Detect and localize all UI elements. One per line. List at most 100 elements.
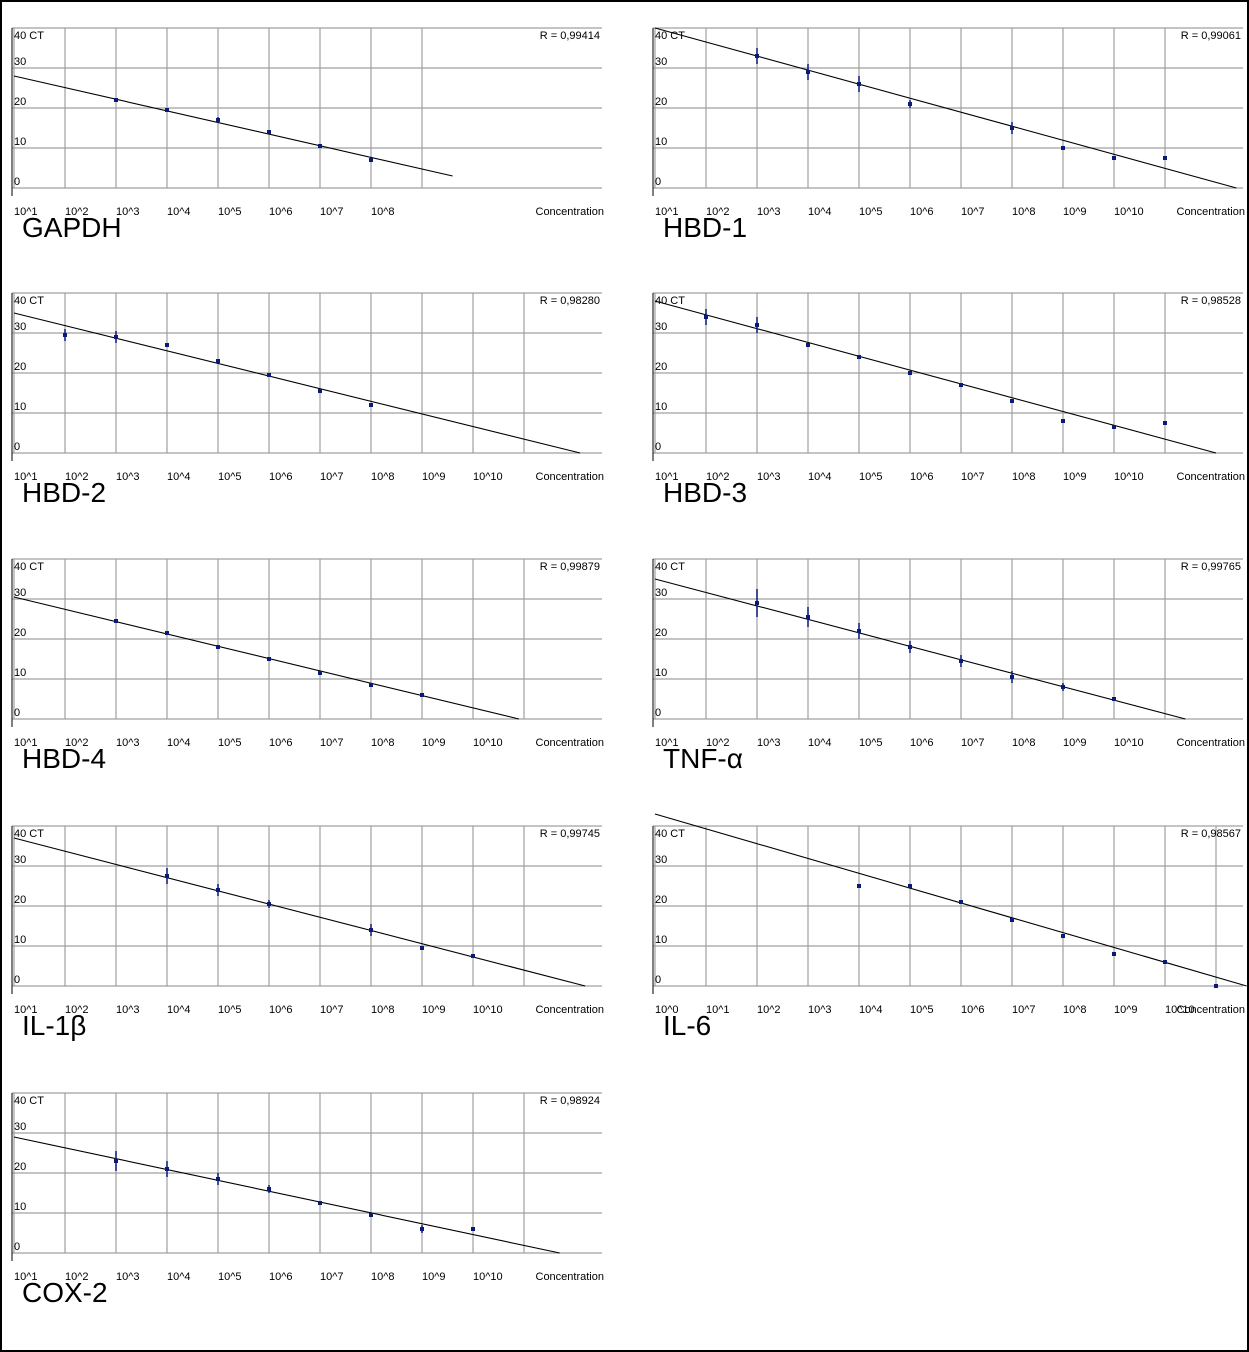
chart-svg: 0 10 20 30 40 CT R = 0,99414 10^1 10^2 10^3 10^4 1… <box>11 27 604 218</box>
data-point <box>216 888 220 892</box>
x-tick-label: 10^10 <box>1114 471 1144 483</box>
data-point <box>1112 425 1116 429</box>
correlation-label: R = 0,99765 <box>1181 561 1241 573</box>
x-tick-label: 10^7 <box>320 1004 344 1016</box>
data-point <box>1061 685 1065 689</box>
chart-svg: 0 10 20 30 40 CT R = 0,98924 10^1 10^2 10^3 10^4 1… <box>11 1092 605 1283</box>
regression-line <box>654 813 1247 987</box>
y-tick-label: 20 <box>14 96 26 108</box>
x-tick-label: 10^5 <box>859 471 883 483</box>
data-point <box>318 1201 322 1205</box>
x-axis-label: Concentration <box>536 1271 605 1283</box>
chart-panel: 0 10 20 30 40 CT R = 0,98280 10^1 10^2 10^3 10^4 1… <box>11 292 642 523</box>
x-tick-label: 10^6 <box>910 737 934 749</box>
x-tick-label: 10^7 <box>320 1271 344 1283</box>
data-point <box>908 645 912 649</box>
x-tick-label: 10^7 <box>961 737 985 749</box>
y-axis-label: 40 CT <box>14 1095 44 1107</box>
data-point <box>959 900 963 904</box>
data-point <box>755 323 759 327</box>
x-tick-label: 10^1 <box>14 471 38 483</box>
x-tick-label: 10^4 <box>808 471 832 483</box>
data-point <box>1010 675 1014 679</box>
data-point <box>114 98 118 102</box>
x-tick-label: 10^3 <box>116 206 140 218</box>
data-point <box>806 615 810 619</box>
data-point <box>114 619 118 623</box>
x-tick-label: 10^10 <box>473 737 503 749</box>
chart-svg: 0 10 20 30 40 CT R = 0,98280 10^1 10^2 10^3 10^4 1… <box>11 292 604 483</box>
data-point <box>1010 126 1014 130</box>
data-point <box>1163 156 1167 160</box>
y-tick-label: 0 <box>655 707 661 719</box>
x-tick-label: 10^6 <box>269 206 293 218</box>
x-tick-label: 10^6 <box>269 737 293 749</box>
x-tick-label: 10^2 <box>757 1004 781 1016</box>
x-tick-label: 10^7 <box>320 206 344 218</box>
data-point <box>420 1227 424 1231</box>
correlation-label: R = 0,98280 <box>540 295 600 307</box>
x-tick-label: 10^4 <box>167 737 191 749</box>
x-tick-label: 10^5 <box>218 1271 242 1283</box>
x-tick-label: 10^9 <box>422 471 446 483</box>
data-point <box>471 1227 475 1231</box>
x-tick-label: 10^2 <box>65 471 89 483</box>
y-tick-label: 30 <box>14 1121 26 1133</box>
x-tick-label: 10^9 <box>1063 471 1087 483</box>
chart-svg: 0 10 20 30 40 CT R = 0,98528 10^1 10^2 10^3 10^4 1… <box>652 292 1245 483</box>
y-tick-label: 30 <box>655 587 667 599</box>
chart-svg: 0 10 20 30 40 CT R = 0,99745 10^1 10^2 10^3 10^4 1… <box>11 825 604 1016</box>
data-point <box>959 659 963 663</box>
x-tick-label: 10^3 <box>757 206 781 218</box>
y-tick-label: 0 <box>14 974 20 986</box>
x-axis-label: Concentration <box>536 737 605 749</box>
chart-title: HBD-4 <box>22 743 107 774</box>
data-point <box>704 315 708 319</box>
chart-title: IL-6 <box>663 1010 712 1041</box>
y-tick-label: 30 <box>655 56 667 68</box>
data-point <box>216 118 220 122</box>
x-tick-label: 10^4 <box>167 1004 191 1016</box>
x-tick-label: 10^2 <box>65 1271 89 1283</box>
data-point <box>857 884 861 888</box>
x-tick-label: 10^7 <box>961 471 985 483</box>
y-tick-label: 10 <box>655 401 667 413</box>
x-tick-label: 10^9 <box>422 1271 446 1283</box>
data-point <box>1061 146 1065 150</box>
x-tick-label: 10^1 <box>14 1271 38 1283</box>
x-tick-label: 10^1 <box>655 737 679 749</box>
x-tick-label: 10^4 <box>859 1004 883 1016</box>
y-tick-label: 10 <box>14 401 26 413</box>
chart-panel: 0 10 20 30 40 CT R = 0,99745 10^1 10^2 10^3 10^4 1… <box>11 825 642 1056</box>
x-tick-label: 10^9 <box>422 737 446 749</box>
y-tick-label: 20 <box>14 1161 26 1173</box>
data-point <box>369 158 373 162</box>
data-point <box>369 403 373 407</box>
chart-title: GAPDH <box>22 212 122 243</box>
x-tick-label: 10^5 <box>859 206 883 218</box>
x-tick-label: 10^2 <box>706 206 730 218</box>
y-tick-label: 10 <box>14 934 26 946</box>
x-tick-label: 10^1 <box>706 1004 730 1016</box>
data-point <box>857 629 861 633</box>
x-tick-label: 10^0 <box>655 1004 679 1016</box>
x-tick-label: 10^10 <box>1114 737 1144 749</box>
x-tick-label: 10^2 <box>706 737 730 749</box>
data-point <box>959 383 963 387</box>
y-tick-label: 30 <box>14 56 26 68</box>
data-point <box>165 343 169 347</box>
data-point <box>165 631 169 635</box>
x-tick-label: 10^6 <box>269 1271 293 1283</box>
y-tick-label: 0 <box>655 441 661 453</box>
y-tick-label: 20 <box>655 96 667 108</box>
data-point <box>216 359 220 363</box>
data-point <box>1010 918 1014 922</box>
data-point <box>369 683 373 687</box>
regression-line <box>13 837 586 987</box>
x-tick-label: 10^2 <box>65 1004 89 1016</box>
x-tick-label: 10^10 <box>1165 1004 1195 1016</box>
regression-line <box>654 578 1186 720</box>
data-point <box>908 102 912 106</box>
x-tick-label: 10^6 <box>961 1004 985 1016</box>
